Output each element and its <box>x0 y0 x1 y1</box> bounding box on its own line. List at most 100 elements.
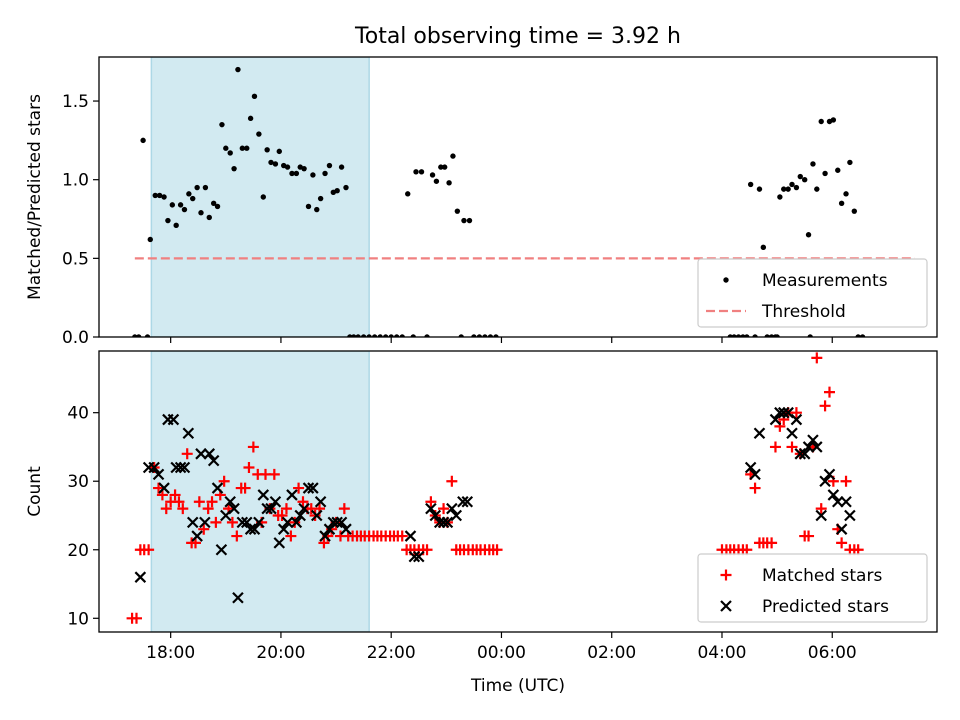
predicted-star-point <box>286 489 298 501</box>
matched-star-point <box>280 503 292 515</box>
predicted-star-point <box>207 454 220 467</box>
predicted-star-point <box>228 502 240 515</box>
matched-star-point <box>491 544 503 556</box>
predicted-star-point <box>412 550 425 563</box>
plot-area <box>126 351 864 632</box>
measurement-point <box>388 334 394 337</box>
x-tick-label: 00:00 <box>477 643 526 663</box>
y-tick-label: 0.0 <box>62 328 89 348</box>
measurement-point <box>399 334 405 337</box>
measurement-point <box>177 202 184 208</box>
measurement-point <box>289 170 295 177</box>
measurement-point <box>190 195 196 202</box>
top-panel: 0.0 0.5 1.0 1.5 Matched/Predicted stars Measu… <box>25 56 938 348</box>
y-tick-label: 0.5 <box>62 249 89 269</box>
measurement-point <box>231 165 237 172</box>
measurement-point <box>256 131 262 137</box>
measurement-point <box>814 186 820 192</box>
matched-star-point <box>446 475 458 487</box>
predicted-star-point <box>786 427 798 440</box>
measurement-point <box>276 148 282 155</box>
measurement-point <box>801 176 808 183</box>
predicted-star-point <box>224 496 236 508</box>
legend-marker-matched <box>720 569 732 581</box>
measurement-point <box>202 184 209 191</box>
highlight-span <box>150 57 370 337</box>
matched-star-point <box>130 612 142 624</box>
predicted-star-point <box>811 441 823 453</box>
predicted-star-point <box>170 461 182 474</box>
measurement-point <box>429 172 436 178</box>
y-tick-label: 40 <box>67 404 89 424</box>
measurement-point <box>855 334 861 337</box>
legend: Measurements Threshold <box>697 258 928 328</box>
matched-star-point <box>202 503 214 515</box>
matched-star-point <box>425 496 437 508</box>
predicted-star-point <box>265 502 277 515</box>
predicted-star-point <box>281 516 294 529</box>
measurement-point <box>807 334 813 337</box>
y-axis-label: Count <box>25 466 45 517</box>
matched-star-point <box>143 544 155 556</box>
measurement-point <box>382 334 389 337</box>
matched-star-point <box>173 496 185 508</box>
predicted-star-point <box>148 461 160 474</box>
matched-star-point <box>160 503 172 515</box>
measurement-point <box>433 178 440 184</box>
measurement-point <box>818 118 824 125</box>
predicted-star-point <box>290 516 303 529</box>
predicted-star-point <box>807 434 819 446</box>
predicted-star-point <box>802 441 815 453</box>
predicted-star-point <box>174 461 187 474</box>
plot-area <box>132 57 915 337</box>
measurement-point <box>310 172 316 178</box>
measurement-point <box>322 170 328 177</box>
measurement-point <box>810 161 816 167</box>
legend-label: Predicted stars <box>762 597 889 617</box>
measurement-point <box>785 186 791 192</box>
measurement-point <box>764 334 770 337</box>
legend-marker-measurements <box>723 277 729 283</box>
axes-frame <box>98 56 938 338</box>
predicted-star-point <box>446 502 458 515</box>
x-tick-label: 18:00 <box>146 643 195 663</box>
y-tick-label: 30 <box>67 472 89 492</box>
measurement-point <box>774 334 780 337</box>
matched-star-point <box>318 537 330 549</box>
matched-star-point <box>231 530 243 542</box>
measurement-point <box>458 334 464 337</box>
measurement-point <box>752 334 758 337</box>
measurement-point <box>756 186 763 192</box>
measurement-point <box>260 194 266 200</box>
measurement-point <box>326 162 333 169</box>
measurement-point <box>413 169 419 175</box>
matched-star-point <box>840 475 852 487</box>
x-tick-label: 06:00 <box>808 643 857 663</box>
predicted-star-point <box>461 496 474 508</box>
matched-star-point <box>819 400 831 412</box>
x-tick-label: 22:00 <box>367 643 416 663</box>
measurement-point <box>244 145 250 151</box>
predicted-star-point <box>178 461 191 474</box>
predicted-star-point <box>195 448 207 460</box>
predicted-star-point <box>232 591 244 604</box>
predicted-star-point <box>840 496 852 508</box>
predicted-star-point <box>331 516 343 529</box>
matched-star-point <box>289 516 301 528</box>
matched-star-point <box>239 482 251 494</box>
predicted-star-point <box>335 516 348 529</box>
predicted-star-point <box>186 516 199 529</box>
legend-label: Threshold <box>761 302 846 322</box>
matched-star-point <box>206 496 218 508</box>
matched-star-point <box>786 441 798 453</box>
y-axis-label: Matched/Predicted stars <box>25 94 45 300</box>
measurement-point <box>210 200 217 206</box>
predicted-star-point <box>269 496 282 508</box>
x-axis-label: Time (UTC) <box>470 676 565 696</box>
measurement-point <box>227 150 233 156</box>
x-tick-label: 20:00 <box>256 643 305 663</box>
matched-star-point <box>811 352 823 364</box>
predicted-star-point <box>199 516 211 529</box>
measurement-point <box>186 191 192 197</box>
predicted-star-point <box>790 413 803 426</box>
